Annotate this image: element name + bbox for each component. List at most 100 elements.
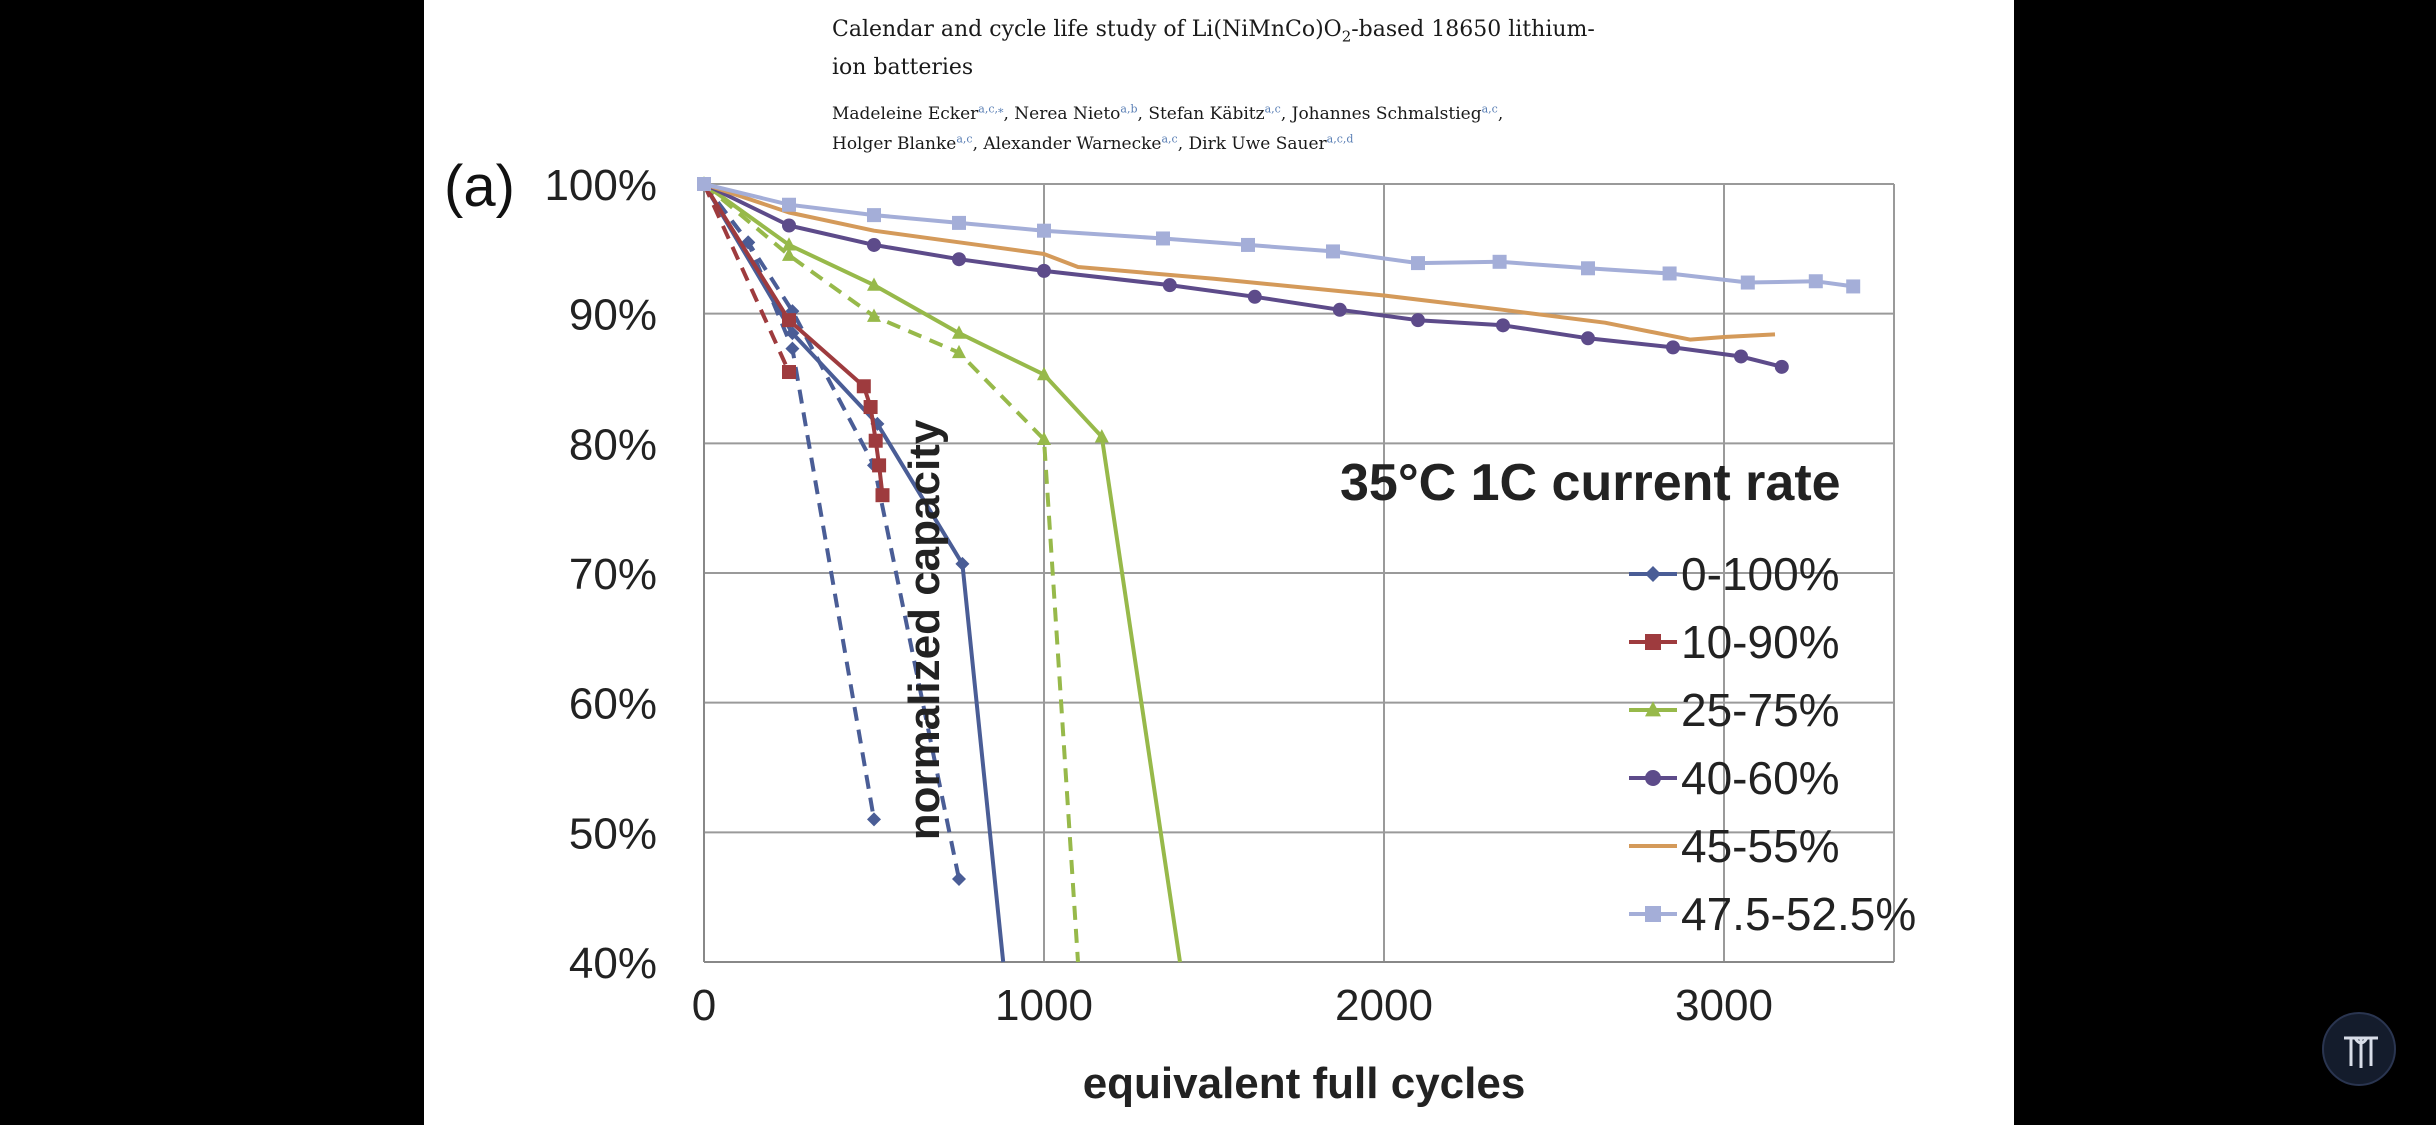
x-tick-label: 1000 [995, 981, 1093, 1030]
paper-title-line2: ion batteries [832, 55, 974, 81]
legend-label: 0-100% [1681, 548, 1840, 600]
data-point-circle [1645, 770, 1661, 786]
data-point-square [868, 433, 883, 448]
data-point-diamond [867, 812, 881, 827]
data-point-circle [1332, 302, 1347, 317]
data-point-square [782, 197, 796, 212]
data-point-circle [1774, 359, 1789, 374]
y-axis-label: normalized capacity [900, 419, 949, 840]
legend-layer: 0-100% 10-90% 25-75% 40-60% 45-55% 47.5-52.5% [1629, 548, 1916, 940]
author: Nerea Nietoa,b, [1014, 102, 1149, 124]
series-line [702, 183, 791, 373]
data-point-circle [1666, 340, 1680, 355]
series-line [703, 182, 1776, 342]
data-point-square [1645, 906, 1661, 922]
legend-label: 47.5-52.5% [1681, 888, 1916, 940]
author: Madeleine Eckera,c,⁎, [832, 102, 1015, 124]
y-tick-label: 80% [569, 420, 657, 469]
y-tick-label: 60% [569, 680, 657, 729]
author: Stefan Käbitza,c, [1148, 102, 1292, 124]
data-point-triangle [782, 247, 796, 261]
legend-label: 40-60% [1681, 752, 1840, 804]
author: Johannes Schmalstiega,c, [1291, 102, 1504, 124]
data-point-triangle [1037, 431, 1051, 446]
legend-label: 45-55% [1681, 820, 1840, 872]
data-point-square [1241, 237, 1255, 252]
channel-logo-icon [2344, 1036, 2378, 1068]
data-point-square [697, 177, 711, 191]
data-point-square [1411, 256, 1425, 271]
axis-layer: 40% 50% 60% 70% 80% 90% 100% 0 1000 2000 3000 [544, 161, 1894, 1030]
data-point-square [1645, 634, 1661, 650]
data-point-square [782, 313, 796, 328]
data-point-triangle [867, 308, 881, 322]
data-point-circle [867, 237, 881, 252]
author: Holger Blankea,c, [832, 132, 984, 155]
x-tick-label: 0 [692, 981, 716, 1030]
author: Alexander Warneckea,c, [983, 132, 1189, 155]
data-point-diamond [955, 556, 970, 571]
data-point-square [782, 365, 796, 380]
data-point-diamond [1645, 566, 1661, 582]
data-point-square [1326, 244, 1340, 259]
data-point-square [856, 379, 871, 394]
y-tick-label: 100% [544, 161, 657, 210]
data-point-triangle [782, 237, 796, 251]
slide: Calendar and cycle life study of Li(NiMn… [424, 0, 2014, 1125]
y-tick-label: 90% [569, 291, 657, 340]
series-line [702, 182, 876, 820]
data-point-circle [1037, 263, 1051, 278]
author: Dirk Uwe Sauera,c,d [1188, 132, 1354, 155]
data-point-triangle [1645, 701, 1661, 717]
data-point-triangle [1037, 366, 1051, 381]
chart-annotation: 35°C 1C current rate [1340, 454, 1841, 512]
paper-title-part2: -based 18650 lithium- [1351, 17, 1595, 42]
capacity-chart: 40% 50% 60% 70% 80% 90% 100% 0 1000 2000 3000 0-10… [444, 154, 1916, 1108]
series-layer [697, 176, 1861, 963]
data-point-square [863, 400, 878, 415]
data-point-circle [1162, 278, 1177, 293]
data-point-triangle [952, 344, 966, 359]
y-tick-label: 50% [569, 809, 657, 858]
data-point-square [1037, 223, 1051, 238]
data-point-triangle [867, 277, 881, 291]
data-point-square [952, 215, 966, 230]
data-point-circle [782, 218, 796, 233]
y-tick-label: 70% [569, 550, 657, 599]
paper-title-part1: Calendar and cycle life study of Li(NiMn… [832, 17, 1342, 42]
data-point-square [1492, 254, 1507, 269]
y-tick-label: 40% [569, 939, 657, 988]
data-point-square [875, 488, 890, 503]
data-point-diamond [952, 872, 966, 887]
legend-label: 25-75% [1681, 684, 1840, 736]
channel-logo [2322, 1012, 2396, 1086]
data-point-square [1662, 266, 1677, 281]
data-point-circle [1411, 313, 1425, 328]
x-tick-label: 2000 [1335, 981, 1433, 1030]
data-point-square [1156, 231, 1170, 246]
paper-title: Calendar and cycle life study of Li(NiMn… [832, 14, 1732, 83]
data-point-circle [1247, 289, 1262, 304]
x-axis-label: equivalent full cycles [1083, 1059, 1526, 1108]
data-point-square [1740, 275, 1755, 290]
data-point-square [1581, 261, 1595, 276]
data-point-diamond [785, 341, 800, 356]
data-point-square [872, 458, 887, 473]
data-point-square [867, 208, 881, 223]
legend-label: 10-90% [1681, 616, 1840, 668]
data-point-circle [952, 252, 966, 267]
data-point-square [1808, 274, 1823, 289]
panel-label: (a) [444, 154, 515, 219]
data-point-triangle [1094, 429, 1109, 443]
series-line [703, 182, 1854, 289]
data-point-circle [1734, 349, 1748, 364]
x-tick-label: 3000 [1675, 981, 1773, 1030]
data-point-triangle [952, 325, 966, 339]
data-point-square [1846, 279, 1861, 294]
series-line [702, 182, 961, 880]
paper-authors: Madeleine Eckera,c,⁎, Nerea Nietoa,b, St… [832, 96, 1732, 157]
data-point-diamond [785, 326, 800, 341]
series-line [702, 182, 1080, 963]
data-point-circle [1581, 331, 1595, 346]
data-point-circle [1496, 318, 1510, 333]
